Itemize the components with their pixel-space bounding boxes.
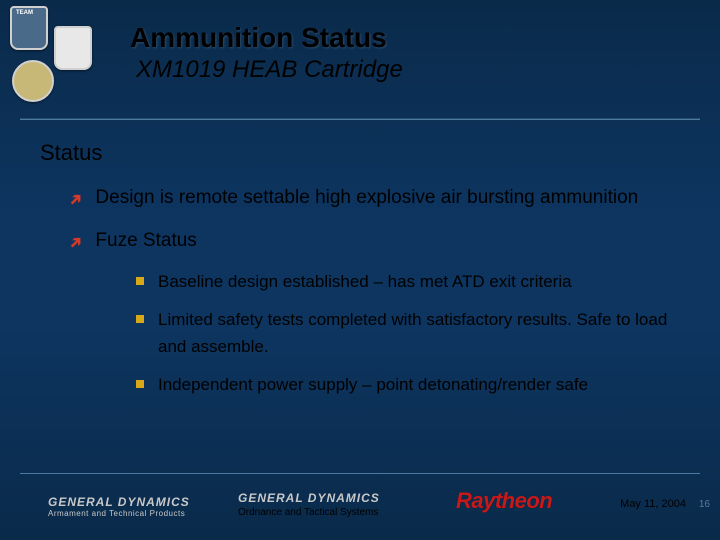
- divider-top: [20, 118, 700, 120]
- square-icon: [136, 380, 144, 388]
- bullet-text: Design is remote settable high explosive…: [95, 184, 638, 213]
- logo-cluster: TEAM: [8, 4, 98, 114]
- footer: GENERAL DYNAMICS Armament and Technical …: [0, 476, 720, 540]
- bullet-level2: Limited safety tests completed with sati…: [136, 307, 690, 360]
- content-area: Status ➔ Design is remote settable high …: [40, 140, 690, 410]
- raytheon-logo: Raytheon: [456, 488, 552, 514]
- bullet-text: Fuze Status: [95, 227, 196, 256]
- pm-patch-icon: [54, 26, 92, 70]
- bullet-text: Independent power supply – point detonat…: [158, 372, 588, 398]
- divider-bottom: [20, 473, 700, 474]
- project-patch-icon: [12, 60, 54, 102]
- team-patch-icon: TEAM: [10, 6, 48, 50]
- arrow-icon: ➔: [63, 187, 89, 213]
- section-heading: Status: [40, 140, 690, 166]
- title-block: Ammunition Status XM1019 HEAB Cartridge: [130, 22, 403, 84]
- page-number: 16: [699, 499, 710, 510]
- gd-sub1: Armament and Technical Products: [48, 509, 190, 518]
- bullet-level1: ➔ Fuze Status: [70, 227, 690, 256]
- bullet-level2: Baseline design established – has met AT…: [136, 269, 690, 295]
- slide-subtitle: XM1019 HEAB Cartridge: [136, 56, 403, 84]
- gd-logo-center: GENERAL DYNAMICS Ordnance and Tactical S…: [238, 491, 380, 518]
- gd-name: GENERAL DYNAMICS: [238, 491, 380, 505]
- gd-logo-left: GENERAL DYNAMICS Armament and Technical …: [48, 495, 190, 518]
- bullet-text: Limited safety tests completed with sati…: [158, 307, 690, 360]
- square-icon: [136, 315, 144, 323]
- sub-bullets: Baseline design established – has met AT…: [136, 269, 690, 398]
- bullet-level1: ➔ Design is remote settable high explosi…: [70, 184, 690, 213]
- slide: TEAM Ammunition Status XM1019 HEAB Cartr…: [0, 0, 720, 540]
- gd-sub2: Ordnance and Tactical Systems: [238, 507, 380, 518]
- bullet-level2: Independent power supply – point detonat…: [136, 372, 690, 398]
- bullet-text: Baseline design established – has met AT…: [158, 269, 572, 295]
- team-patch-label: TEAM: [16, 10, 33, 16]
- square-icon: [136, 277, 144, 285]
- gd-name: GENERAL DYNAMICS: [48, 495, 190, 509]
- arrow-icon: ➔: [63, 229, 89, 255]
- footer-date: May 11, 2004: [620, 498, 686, 510]
- slide-title: Ammunition Status: [130, 22, 403, 54]
